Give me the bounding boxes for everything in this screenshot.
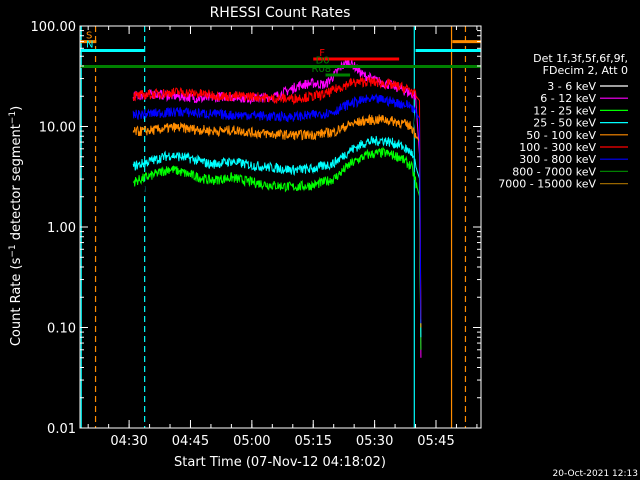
- legend-header: FDecim 2, Att 0: [543, 64, 628, 77]
- y-tick-label: 1.00: [47, 221, 76, 236]
- series-line: [132, 58, 422, 358]
- state-bar-label: D0: [316, 56, 330, 67]
- legend-entry-label: 800 - 7000 keV: [512, 165, 596, 178]
- series-line: [132, 93, 422, 324]
- state-bar-label: S: [86, 31, 92, 42]
- series-line: [132, 113, 422, 328]
- y-tick-label: 10.00: [39, 121, 76, 136]
- legend-entry-label: 6 - 12 keV: [540, 92, 596, 105]
- legend-entry-label: 300 - 800 keV: [519, 153, 596, 166]
- y-tick-label: 100.00: [31, 20, 77, 35]
- footer-timestamp: 20-Oct-2021 12:13: [553, 469, 638, 479]
- series-line: [132, 135, 422, 338]
- x-tick-label: 05:15: [295, 434, 332, 449]
- legend-entry-label: 12 - 25 keV: [533, 104, 596, 117]
- x-axis: 04:30 04:45 05:00 05:15 05:30 05:45: [87, 26, 478, 449]
- x-tick-label: 05:45: [417, 434, 454, 449]
- chart-title: RHESSI Count Rates: [210, 5, 351, 21]
- x-tick-label: 05:30: [356, 434, 393, 449]
- x-tick-label: 05:00: [233, 434, 270, 449]
- state-bar-label: R08: [312, 64, 332, 75]
- state-bar-label: F: [319, 48, 325, 59]
- series-line: [132, 146, 422, 350]
- legend: Det 1f,3f,5f,6f,9f,FDecim 2, Att 0 3 - 6 …: [498, 52, 628, 191]
- series-lines: [132, 46, 422, 368]
- x-tick-label: 04:30: [110, 434, 147, 449]
- y-axis-title: Count Rate (s−1 detector segment−1): [8, 106, 24, 346]
- legend-entry-label: 25 - 50 keV: [533, 117, 596, 130]
- legend-entry-label: 3 - 6 keV: [547, 80, 596, 93]
- state-bar-label: N: [86, 40, 93, 51]
- legend-entry-label: 50 - 100 keV: [526, 129, 596, 142]
- y-tick-label: 0.10: [47, 322, 76, 337]
- y-axis: 100.00 10.00 1.00 0.10 0.01: [31, 20, 481, 437]
- x-tick-label: 04:45: [172, 434, 209, 449]
- y-tick-label: 0.01: [47, 422, 76, 437]
- legend-entry-label: 100 - 300 keV: [519, 141, 596, 154]
- plot-frame: [79, 25, 482, 429]
- legend-entry-label: 7000 - 15000 keV: [498, 178, 596, 191]
- series-line: [132, 76, 422, 320]
- legend-header: Det 1f,3f,5f,6f,9f,: [533, 52, 628, 65]
- x-axis-title: Start Time (07-Nov-12 04:18:02): [174, 455, 386, 470]
